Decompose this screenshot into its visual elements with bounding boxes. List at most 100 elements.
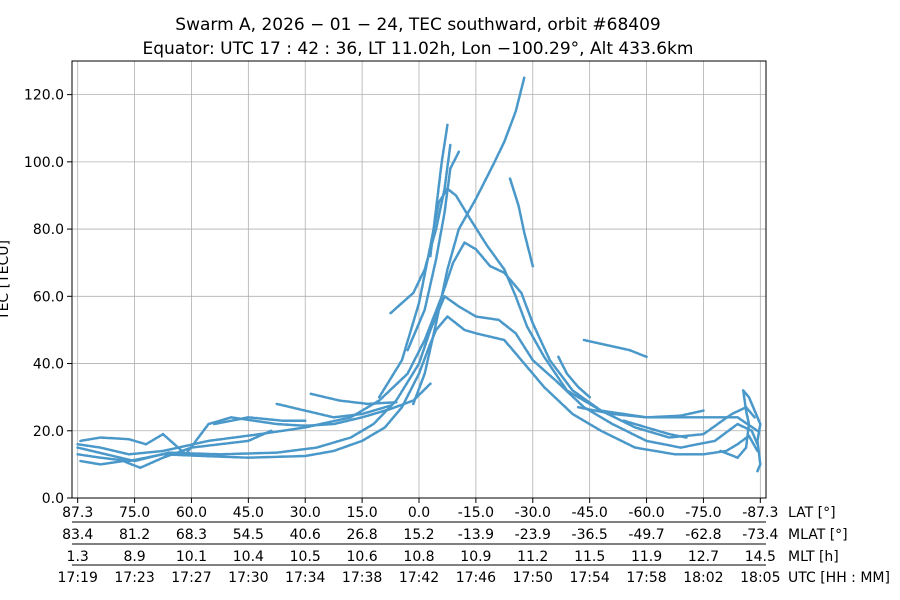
x-axis-ticks [77,498,761,503]
axis-row-value: 17:46 [456,570,496,586]
y-tick-label: 80.0 [33,222,64,238]
axis-row-value: 0.0 [408,505,430,521]
axis-row-value: 17:38 [342,570,382,586]
axis-row-value: 83.4 [62,527,93,543]
axis-row-value: 68.3 [176,527,207,543]
axis-row-value: 17:27 [171,570,211,586]
axis-row-value: 15.0 [347,505,378,521]
series-track-3 [76,241,756,456]
data-point [531,264,535,268]
data-point [446,123,449,127]
data-point [457,150,461,154]
axis-row-value: -13.9 [458,527,494,543]
series-track-10 [79,382,432,456]
axis-row-value: 11.9 [631,549,662,565]
data-point [645,355,648,359]
axis-row-value: 17:23 [114,570,154,586]
y-axis-label: TEC [TECU] [0,240,12,321]
axis-row-value: 81.2 [119,527,150,543]
data-point [756,469,759,473]
axis-row-value: -36.5 [572,527,608,543]
series-track-14 [309,392,398,406]
axis-row-value: -62.8 [685,527,721,543]
y-tick-label: 40.0 [33,357,64,373]
axis-row-value: -15.0 [458,505,494,521]
chart-title-line1: Swarm A, 2026 − 01 − 24, TEC southward, … [175,15,660,35]
axis-row-value: 11.2 [517,549,548,565]
axis-row-value: 45.0 [233,505,264,521]
axis-row-value: 30.0 [290,505,321,521]
series-track-1 [76,315,759,463]
data-point [269,429,273,433]
axis-row-value: 10.4 [233,549,264,565]
data-point [389,404,392,407]
axis-row-value: 17:50 [513,570,553,586]
data-point [394,400,398,404]
axis-row-value: 10.5 [290,549,321,565]
data-point [588,395,591,399]
data-point [702,409,705,412]
series-track-18 [622,419,688,439]
axis-row-value: -23.9 [515,527,551,543]
axis-row-value: 60.0 [176,505,207,521]
axis-row-value: 75.0 [119,505,150,521]
y-tick-label: 120.0 [24,88,64,104]
axis-row-label: MLAT [°] [788,527,848,543]
data-point [429,382,432,386]
axis-row-value: 10.6 [347,549,378,565]
axis-row-value: 17:58 [626,570,666,586]
series-track-19 [719,389,762,473]
axis-row-value: -87.3 [742,505,778,521]
axis-row-value: 8.9 [123,549,145,565]
axis-row-value: 87.3 [62,505,93,521]
series-track-7 [406,150,461,352]
axis-row-value: -60.0 [628,505,664,521]
y-tick-label: 20.0 [33,424,64,440]
data-series [76,76,762,473]
series-track-12 [212,416,307,426]
axis-row-label: MLT [h] [788,549,839,565]
axis-row-value: 11.5 [574,549,605,565]
data-point [522,76,526,80]
data-point [449,143,452,147]
axis-row-value: 10.9 [460,549,491,565]
axis-row-value: 17:42 [399,570,439,586]
chart-title-line2: Equator: UTC 17 : 42 : 36, LT 11.02h, Lo… [143,39,694,59]
y-tick-label: 0.0 [42,491,64,507]
data-point [753,416,756,419]
axis-row-value: 12.7 [688,549,719,565]
series-track-8 [429,123,449,258]
axis-row-value: 40.6 [290,527,321,543]
series-track-9 [508,177,535,268]
axis-row-value: 17:30 [228,570,268,586]
axis-row-value: 1.3 [67,549,89,565]
axis-row-label: UTC [HH : MM] [788,570,890,586]
series-track-4 [412,76,526,406]
series-track-15 [582,338,648,359]
series-track-11 [79,429,273,470]
axis-row-value: 18:02 [683,570,723,586]
y-axis-ticks: 0.0 20.0 40.0 60.0 80.0 100.0 120.0 [24,88,72,507]
y-tick-label: 60.0 [33,289,64,305]
axis-row-value: 17:19 [58,570,98,586]
axis-row-value: 54.5 [233,527,264,543]
data-point [685,436,688,439]
y-tick-label: 100.0 [24,155,64,171]
axis-row-value: -73.4 [742,527,778,543]
series-track-13 [275,402,392,419]
axis-row-value: 17:34 [285,570,325,586]
axis-row-value: -45.0 [572,505,608,521]
x-axis-label-rows: 87.3 75.0 60.0 45.0 30.0 15.0 0.0 -15.0 -30.0 -45… [58,505,890,586]
axis-row-value: -30.0 [515,505,551,521]
axis-row-value: 10.8 [403,549,434,565]
axis-row-value: -75.0 [685,505,721,521]
data-point [303,419,307,423]
axis-row-value: 14.5 [745,549,776,565]
axis-row-value: 17:54 [569,570,609,586]
series-track-17 [577,405,705,419]
axis-row-value: 10.1 [176,549,207,565]
axis-row-value: 26.8 [347,527,378,543]
axis-row-value: 18:05 [740,570,780,586]
axis-row-label: LAT [°] [788,505,836,521]
